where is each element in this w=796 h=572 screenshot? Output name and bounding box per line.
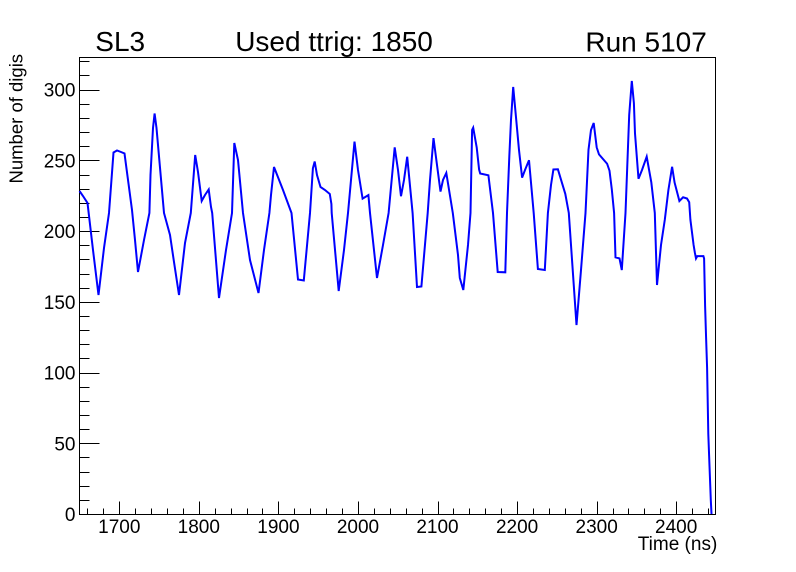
svg-text:250: 250 (44, 151, 76, 172)
svg-text:Number of digis: Number of digis (5, 54, 26, 184)
svg-text:Run 5107: Run 5107 (585, 26, 706, 57)
svg-text:1800: 1800 (178, 517, 220, 538)
svg-text:200: 200 (44, 222, 76, 243)
svg-text:2100: 2100 (416, 517, 458, 538)
svg-text:1900: 1900 (257, 517, 299, 538)
svg-text:2000: 2000 (337, 517, 379, 538)
svg-text:2200: 2200 (496, 517, 538, 538)
svg-text:1700: 1700 (98, 517, 140, 538)
svg-text:SL3: SL3 (95, 26, 145, 57)
svg-text:300: 300 (44, 81, 76, 102)
svg-text:2400: 2400 (655, 517, 697, 538)
svg-text:Time (ns): Time (ns) (638, 534, 718, 555)
svg-text:0: 0 (65, 505, 76, 526)
svg-text:50: 50 (54, 434, 75, 455)
svg-text:100: 100 (44, 364, 76, 385)
svg-text:Used ttrig: 1850: Used ttrig: 1850 (235, 26, 433, 57)
svg-text:2300: 2300 (576, 517, 618, 538)
svg-text:150: 150 (44, 293, 76, 314)
